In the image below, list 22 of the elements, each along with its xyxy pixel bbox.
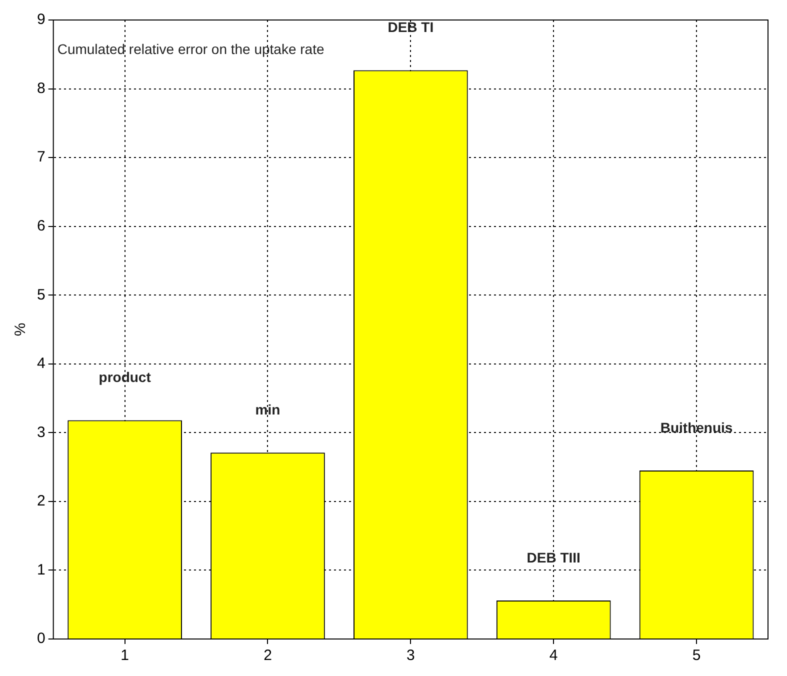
x-tick-label: 2 bbox=[264, 647, 272, 664]
y-tick-label: 8 bbox=[37, 80, 46, 97]
y-tick-label: 9 bbox=[37, 11, 46, 28]
annotation: DEB TI bbox=[388, 19, 434, 36]
y-tick-label: 2 bbox=[37, 492, 46, 510]
x-tick-label: 5 bbox=[692, 647, 701, 664]
annotation: Buithenuis bbox=[660, 419, 733, 436]
x-tick-label: 1 bbox=[120, 647, 129, 664]
y-tick-label: 4 bbox=[37, 355, 46, 372]
x-tick-label: 3 bbox=[406, 647, 415, 664]
y-tick-label: 3 bbox=[37, 424, 46, 441]
annotation: Cumulated relative error on the uptake rate bbox=[57, 40, 324, 57]
y-tick-label: 5 bbox=[37, 286, 46, 304]
annotation: min bbox=[255, 401, 280, 418]
annotation: DEB TIII bbox=[526, 549, 580, 566]
y-tick-label: 1 bbox=[37, 561, 46, 578]
x-tick-label: 4 bbox=[549, 647, 558, 664]
y-axis-title: % bbox=[12, 322, 30, 336]
y-tick-label: 0 bbox=[37, 630, 46, 648]
y-tick-label: 6 bbox=[37, 217, 46, 234]
annotation: product bbox=[98, 369, 152, 386]
y-tick-label: 7 bbox=[37, 148, 46, 166]
